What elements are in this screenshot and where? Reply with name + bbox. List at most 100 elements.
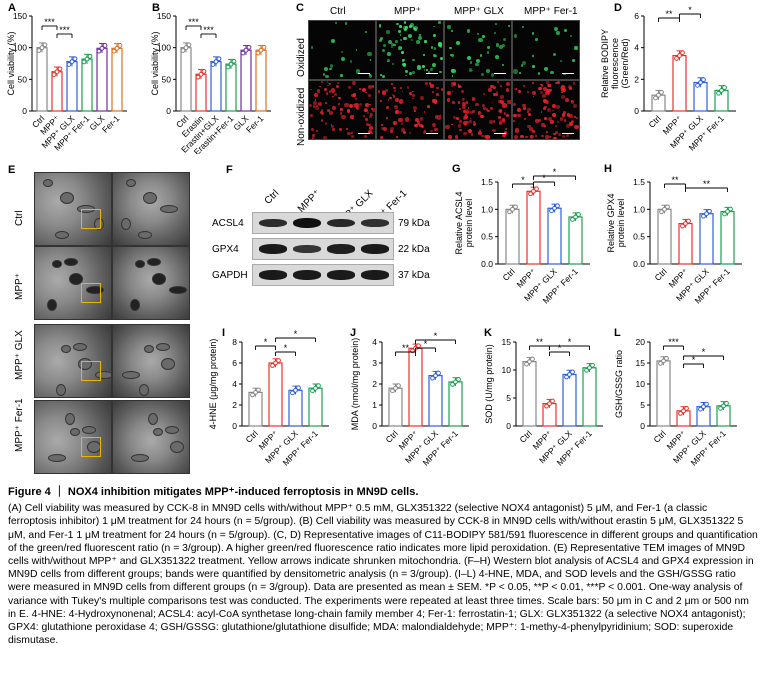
fluorescent-cell bbox=[370, 112, 373, 116]
fluorescent-cell bbox=[469, 56, 472, 59]
tem-image-mpp-zoom bbox=[112, 246, 190, 320]
zoom-region-box bbox=[81, 209, 101, 229]
data-point bbox=[701, 77, 706, 83]
data-point bbox=[54, 69, 60, 75]
fluorescent-cell bbox=[573, 45, 578, 50]
fluorescent-cell bbox=[468, 110, 473, 115]
fluorescent-cell bbox=[448, 135, 453, 139]
data-point bbox=[656, 92, 661, 98]
fluorescent-cell bbox=[482, 35, 486, 39]
fluorescent-cell bbox=[410, 38, 413, 41]
fluorescent-cell bbox=[351, 81, 356, 86]
organelle bbox=[161, 358, 175, 370]
organelle bbox=[160, 205, 178, 213]
y-tick-label: 0.5 bbox=[481, 232, 493, 242]
fluorescent-cell bbox=[368, 123, 371, 127]
bar-1 bbox=[678, 222, 693, 265]
fluorescent-cell bbox=[325, 102, 327, 105]
bar-0 bbox=[248, 391, 263, 427]
fluorescent-cell bbox=[312, 100, 317, 105]
data-point bbox=[725, 209, 730, 214]
fluorescent-cell bbox=[380, 73, 383, 76]
data-point bbox=[567, 372, 572, 377]
fluorescent-cell bbox=[369, 103, 371, 106]
y-tick-label: 2 bbox=[232, 400, 237, 410]
fluorescent-cell bbox=[328, 90, 331, 93]
data-point bbox=[590, 362, 595, 368]
sig-marker: ** bbox=[671, 175, 679, 185]
wb-band bbox=[293, 218, 321, 228]
fluorescent-cell bbox=[386, 117, 388, 119]
bar-2 bbox=[562, 373, 577, 427]
organelle bbox=[60, 192, 74, 204]
fluorescent-cell bbox=[338, 96, 341, 100]
fluorescent-cell bbox=[559, 86, 562, 89]
wb-band bbox=[259, 270, 287, 280]
fluorescent-cell bbox=[387, 99, 390, 101]
fluorescent-cell bbox=[451, 84, 454, 88]
fluorescent-cell bbox=[513, 113, 518, 118]
fluorescent-cell bbox=[502, 103, 507, 108]
fluorescent-cell bbox=[340, 51, 343, 54]
panel-c-col-mpp: MPP⁺ bbox=[394, 6, 421, 17]
data-point bbox=[684, 405, 689, 411]
fluorescent-cell bbox=[355, 106, 360, 110]
fluorescent-cell bbox=[483, 107, 486, 110]
fluorescent-cell bbox=[311, 127, 314, 131]
data-point bbox=[653, 95, 658, 101]
wb-band bbox=[293, 270, 321, 280]
y-tick-label: 1.5 bbox=[633, 177, 645, 187]
fluorescent-cell bbox=[431, 90, 435, 93]
y-tick-label: 15 bbox=[636, 358, 646, 368]
fluorescent-cell bbox=[465, 109, 469, 113]
fluorescent-cell bbox=[496, 91, 499, 94]
wb-strip-acsl4 bbox=[252, 212, 394, 234]
fluorescent-cell bbox=[402, 63, 406, 67]
fluorescent-cell bbox=[449, 46, 452, 50]
fluorescent-cell bbox=[548, 117, 553, 122]
fluorescent-cell bbox=[324, 66, 329, 71]
fluorescent-cell bbox=[566, 113, 571, 117]
fluorescent-cell bbox=[535, 38, 538, 41]
data-point bbox=[704, 211, 709, 217]
panel-e-label: E bbox=[8, 164, 16, 176]
fluorescent-cell bbox=[523, 84, 526, 88]
y-tick-label: 4 bbox=[232, 379, 237, 389]
fluorescent-cell bbox=[423, 53, 426, 56]
fluorescent-cell bbox=[571, 100, 575, 104]
data-point bbox=[680, 223, 685, 229]
fluorescent-cell bbox=[327, 109, 330, 112]
organelle bbox=[47, 299, 57, 311]
fluorescent-cell bbox=[309, 113, 314, 117]
wb-band bbox=[327, 218, 355, 228]
fluorescent-cell bbox=[366, 111, 369, 114]
bar-2 bbox=[547, 207, 562, 265]
wb-band bbox=[361, 219, 389, 227]
fluorescent-cell bbox=[405, 74, 408, 77]
fluorescent-cell bbox=[351, 93, 355, 98]
organelle bbox=[138, 231, 152, 239]
sig-marker: *** bbox=[188, 17, 199, 27]
figure-caption: Figure 4 ｜ NOX4 inhibition mitigates MPP… bbox=[8, 486, 758, 647]
bar-4 bbox=[240, 49, 252, 112]
fluorescent-cell bbox=[485, 134, 490, 139]
fluorescent-cell bbox=[438, 70, 442, 74]
micrograph-c-oxidized-mpp-glx bbox=[444, 20, 512, 80]
y-tick-label: 150 bbox=[13, 11, 27, 21]
wb-kda-gapdh: 37 kDa bbox=[398, 270, 430, 281]
data-point bbox=[728, 206, 733, 212]
data-point bbox=[393, 385, 398, 391]
fluorescent-cell bbox=[405, 70, 409, 74]
fluorescent-cell bbox=[463, 110, 467, 114]
fluorescent-cell bbox=[546, 88, 551, 94]
micrograph-c-nonox-mpp-fer1 bbox=[512, 80, 580, 140]
fluorescent-cell bbox=[310, 88, 312, 91]
fluorescent-cell bbox=[403, 21, 407, 25]
fluorescent-cell bbox=[331, 124, 335, 128]
bar-0 bbox=[656, 360, 671, 427]
fluorescent-cell bbox=[371, 131, 374, 135]
fluorescent-cell bbox=[559, 117, 563, 121]
bar-3 bbox=[308, 387, 323, 427]
fluorescent-cell bbox=[483, 92, 486, 95]
sig-marker: *** bbox=[59, 25, 70, 35]
